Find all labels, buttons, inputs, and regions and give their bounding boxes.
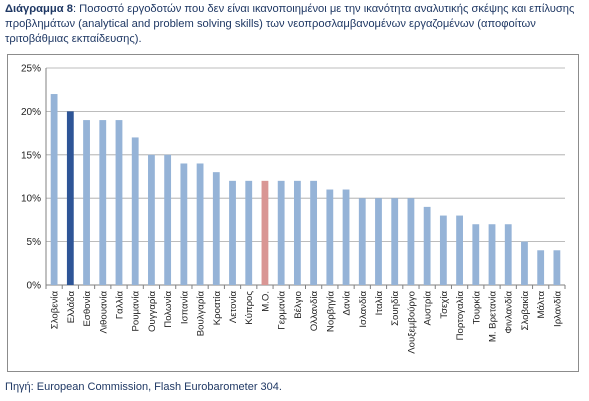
x-category-label: Λουξεμβούργο <box>406 291 417 354</box>
bar <box>553 250 561 285</box>
bar <box>293 180 301 285</box>
x-category-label: Φινλανδία <box>504 291 515 334</box>
x-category-label: Κροατία <box>212 291 223 326</box>
x-category-label: Τσεχία <box>439 291 450 319</box>
x-category-label: Εσθονία <box>82 291 93 327</box>
bar <box>375 198 382 285</box>
x-category-label: Σουηδία <box>390 291 401 326</box>
bar <box>521 241 528 285</box>
bar <box>83 120 90 285</box>
x-category-label: Γαλλία <box>114 291 125 320</box>
x-category-label: Μ.Ο. <box>260 291 271 312</box>
x-category-label: Νορβηγία <box>325 291 336 333</box>
x-category-label: Σλοβακία <box>520 291 531 331</box>
bar <box>439 215 447 285</box>
y-tick-label: 0% <box>27 281 42 292</box>
bar <box>488 224 496 285</box>
bar <box>504 224 512 285</box>
bar <box>245 180 253 285</box>
x-category-label: Ελλάδα <box>66 291 77 324</box>
x-category-label: Δανία <box>342 291 353 316</box>
bar <box>342 189 350 285</box>
x-category-label: Ισλανδία <box>358 291 369 328</box>
bar <box>277 180 285 285</box>
bar <box>472 224 480 285</box>
x-category-label: Λετονία <box>228 291 239 324</box>
chart-caption: Διάγραμμα 8: Ποσοστό εργοδοτών που δεν ε… <box>5 2 585 47</box>
x-category-label: Σλοβενία <box>50 291 61 330</box>
x-category-label: Τουρκία <box>471 291 482 325</box>
x-category-label: Πορτογαλία <box>455 291 466 341</box>
chart-frame: 0% 5% 10% 15% 20% 25% Σλοβενία Ελλάδα Εσθονία Λιθ… <box>7 54 579 372</box>
y-tick-label: 25% <box>21 64 41 75</box>
caption-text: : Ποσοστό εργοδοτών που δεν είναι ικανοπ… <box>5 3 575 45</box>
bar <box>115 120 123 285</box>
source-note: Πηγή: European Commission, Flash Eurobar… <box>5 381 282 393</box>
x-category-label: Λιθουανία <box>98 291 109 334</box>
bar <box>148 154 155 285</box>
x-category-label: Κύπρος <box>244 291 255 325</box>
y-tick-label: 10% <box>21 194 41 205</box>
bar <box>99 120 107 285</box>
x-category-label: Ισπανία <box>179 291 190 325</box>
x-category-label: Ιρλανδία <box>552 291 563 327</box>
x-category-label: Βουλγαρία <box>196 291 207 337</box>
y-tick-label: 15% <box>21 150 41 161</box>
bar <box>180 163 188 285</box>
caption-label: Διάγραμμα 8 <box>5 3 73 15</box>
y-tick-label: 5% <box>27 237 42 248</box>
bar <box>537 250 545 285</box>
x-category-label: Ολλανδία <box>309 291 320 332</box>
x-category-label: Ιταλία <box>374 291 385 316</box>
x-category-label: Πολωνία <box>163 291 174 328</box>
bar <box>358 198 366 285</box>
bar <box>131 137 139 285</box>
bar <box>164 154 172 285</box>
y-tick-label: 20% <box>21 107 41 118</box>
bar <box>391 198 399 285</box>
x-category-label: Αυστρία <box>423 291 434 326</box>
bar <box>423 206 431 285</box>
x-category-label: Μάλτα <box>536 291 547 319</box>
x-category-label: Γερμανία <box>277 291 288 330</box>
bar <box>229 180 236 285</box>
bar-chart: 0% 5% 10% 15% 20% 25% Σλοβενία Ελλάδα Εσθονία Λιθ… <box>21 64 566 354</box>
bar <box>310 180 318 285</box>
x-category-label: Ρουμανία <box>131 291 142 332</box>
bar <box>261 180 269 285</box>
x-category-label: Ουγγαρία <box>147 291 158 332</box>
x-category-label: Βέλγιο <box>293 291 304 319</box>
bar <box>212 172 220 285</box>
bar <box>407 198 415 285</box>
bar <box>66 111 74 286</box>
bar <box>196 163 204 285</box>
bar <box>326 189 334 285</box>
bar <box>50 94 58 285</box>
x-category-label: Μ. Βρετανία <box>488 291 499 343</box>
bar <box>456 215 463 285</box>
